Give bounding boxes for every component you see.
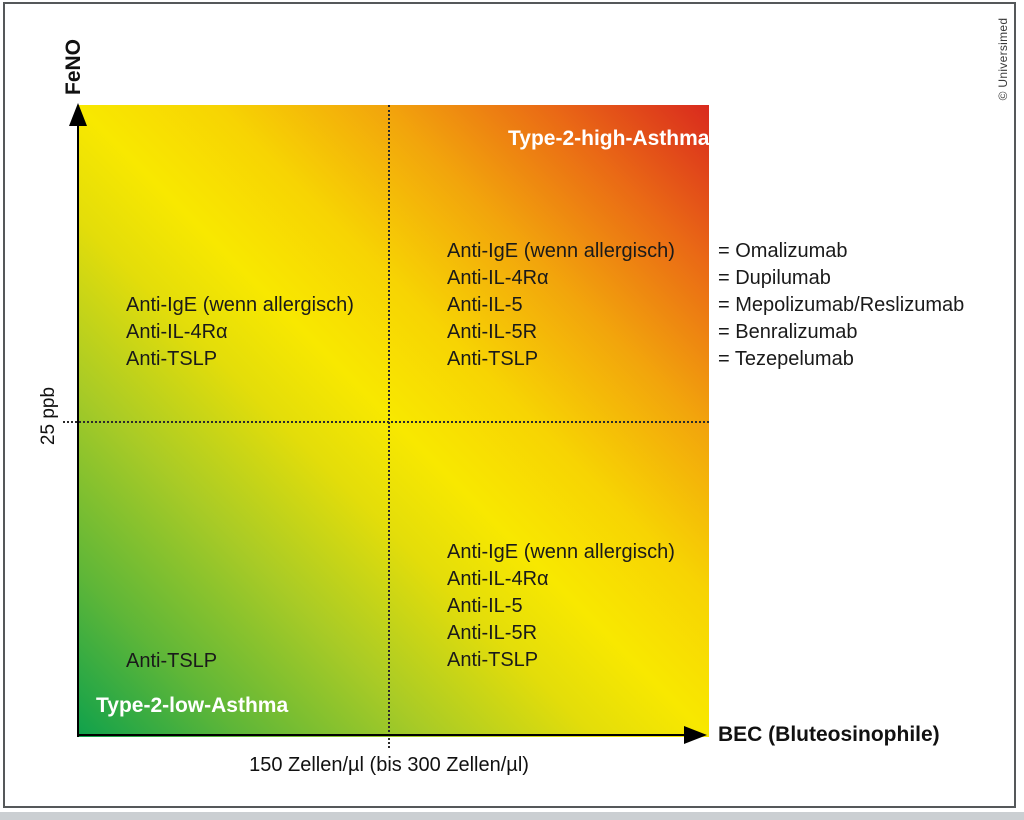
copyright-label: © Universimed <box>996 17 1010 101</box>
therapy-item: Anti-IL-4Rα <box>447 267 549 289</box>
feno-threshold-line <box>63 421 709 423</box>
therapy-item: Anti-IL-5 <box>447 595 523 617</box>
therapy-item: Anti-IL-4Rα <box>126 321 228 343</box>
x-axis-tick-label: 150 Zellen/µl (bis 300 Zellen/µl) <box>249 754 529 776</box>
quadrant-title-type2-high: Type-2-high-Asthma <box>508 127 710 150</box>
arrow-up-icon <box>69 103 87 126</box>
therapy-item: Anti-IL-5R <box>447 622 538 644</box>
therapy-list-bottom-left: Anti-TSLP <box>126 648 217 675</box>
x-axis-label: BEC (Bluteosinophile) <box>718 723 940 746</box>
y-axis-tick-label: 25 ppb <box>38 386 59 446</box>
legend-item: = Omalizumab <box>718 240 848 262</box>
x-axis-line <box>78 734 690 736</box>
quadrant-title-type2-low: Type-2-low-Asthma <box>96 694 289 717</box>
therapy-item: Anti-IgE (wenn allergisch) <box>126 294 354 316</box>
legend-item: = Tezepelumab <box>718 348 854 370</box>
therapy-list-top-right: Anti-IgE (wenn allergisch) Anti-IL-4Rα A… <box>447 238 675 373</box>
therapy-item: Anti-TSLP <box>447 348 539 370</box>
therapy-list-top-left: Anti-IgE (wenn allergisch) Anti-IL-4Rα A… <box>126 292 354 373</box>
bec-threshold-line <box>388 105 390 748</box>
therapy-item: Anti-IgE (wenn allergisch) <box>447 541 675 563</box>
legend-item: = Dupilumab <box>718 267 831 289</box>
y-axis-label: FeNO <box>62 38 85 96</box>
y-axis-line <box>77 112 79 737</box>
therapy-item: Anti-IL-4Rα <box>447 568 549 590</box>
legend-item: = Benralizumab <box>718 321 858 343</box>
bottom-strip <box>0 812 1024 820</box>
arrow-right-icon <box>684 726 707 744</box>
therapy-item: Anti-TSLP <box>126 348 218 370</box>
therapy-item: Anti-IL-5R <box>447 321 538 343</box>
therapy-list-bottom-right: Anti-IgE (wenn allergisch) Anti-IL-4Rα A… <box>447 539 675 674</box>
therapy-item: Anti-IgE (wenn allergisch) <box>447 240 675 262</box>
drug-legend: = Omalizumab = Dupilumab = Mepolizumab/R… <box>718 238 964 373</box>
therapy-item: Anti-TSLP <box>126 650 218 672</box>
legend-item: = Mepolizumab/Reslizumab <box>718 294 965 316</box>
therapy-item: Anti-TSLP <box>447 649 539 671</box>
therapy-item: Anti-IL-5 <box>447 294 523 316</box>
